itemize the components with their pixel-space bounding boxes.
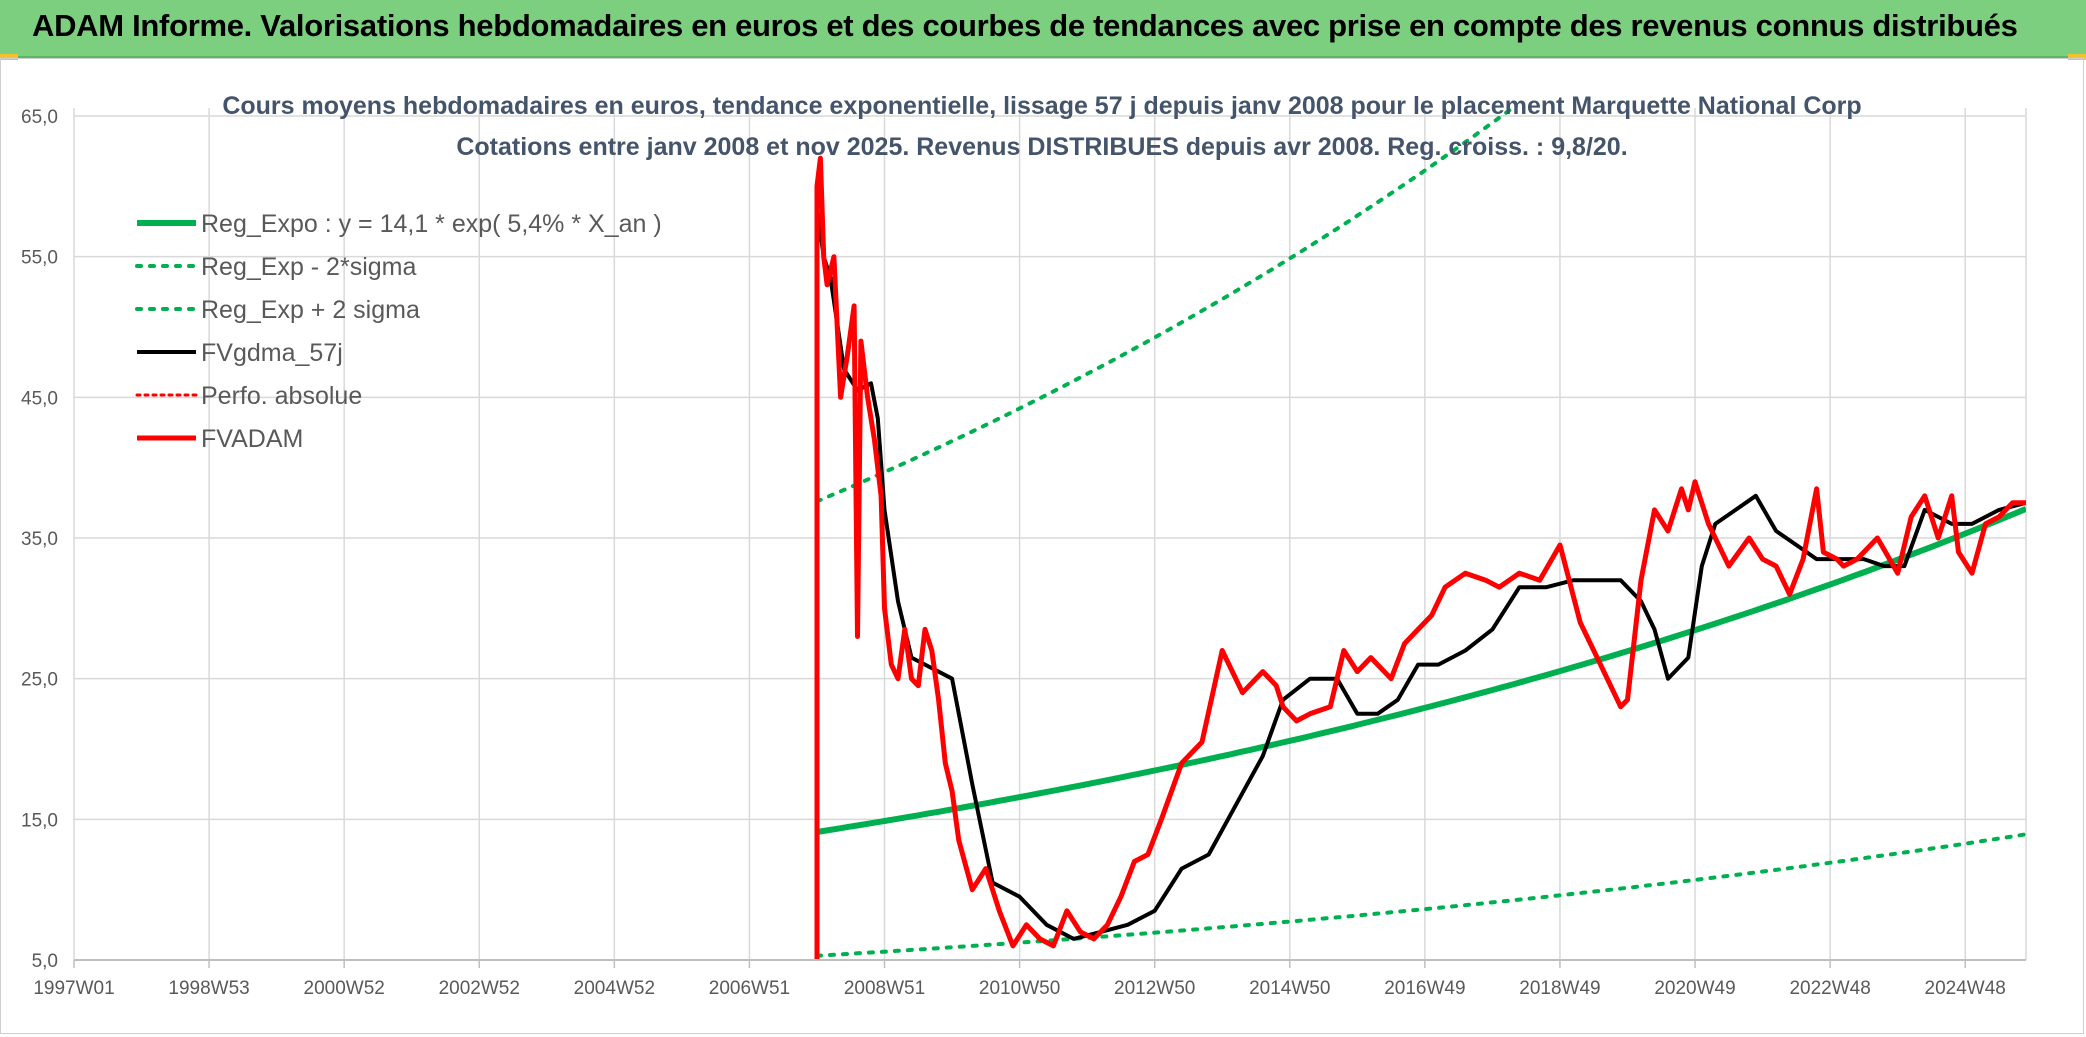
legend-label: Reg_Exp - 2*sigma xyxy=(201,253,416,281)
report-banner: ADAM Informe. Valorisations hebdomadaire… xyxy=(0,0,2086,58)
legend-label: Reg_Exp + 2 sigma xyxy=(201,296,420,324)
series-line-fvgdma-57j xyxy=(815,207,2026,941)
x-tick-label: 2012W50 xyxy=(1114,978,1195,999)
y-tick-label: 25,0 xyxy=(21,670,58,691)
legend-label: FVgdma_57j xyxy=(201,339,343,367)
series-line-fvadam xyxy=(814,155,2026,960)
corner-accent-left xyxy=(0,54,18,60)
x-tick-label: 2022W48 xyxy=(1789,978,1870,999)
x-tick-label: 2024W48 xyxy=(1925,978,2006,999)
y-tick-label: 5,0 xyxy=(32,951,58,972)
x-tick-label: 2000W52 xyxy=(304,978,385,999)
y-tick-label: 15,0 xyxy=(21,810,58,831)
y-tick-label: 65,0 xyxy=(21,107,58,128)
series-line-reg-exp-2-sigma xyxy=(815,106,1519,504)
x-tick-label: 1997W01 xyxy=(33,978,114,999)
x-tick-label: 2002W52 xyxy=(439,978,520,999)
series-layer xyxy=(814,106,2026,960)
chart-legend: Reg_Expo : y = 14,1 * exp( 5,4% * X_an )… xyxy=(135,210,662,453)
x-tick-label: 2006W51 xyxy=(709,978,790,999)
x-tick-label: 2020W49 xyxy=(1654,978,1735,999)
y-tick-label: 35,0 xyxy=(21,529,58,550)
x-tick-label: 2018W49 xyxy=(1519,978,1600,999)
report-title: ADAM Informe. Valorisations hebdomadaire… xyxy=(32,8,2018,43)
legend-label: FVADAM xyxy=(201,425,303,453)
chart-title: Cours moyens hebdomadaires en euros, ten… xyxy=(222,92,1861,120)
legend-label: Reg_Expo : y = 14,1 * exp( 5,4% * X_an ) xyxy=(201,210,662,238)
chart-subtitle: Cotations entre janv 2008 et nov 2025. R… xyxy=(456,133,1627,161)
axes: 5,0 15,0 25,0 35,0 45,0 55,0 65,0 1997W01 1998W5… xyxy=(21,107,2026,999)
x-tick-label: 2008W51 xyxy=(844,978,925,999)
x-tick-label: 2004W52 xyxy=(574,978,655,999)
corner-accent-right xyxy=(2068,54,2086,60)
x-tick-label: 2016W49 xyxy=(1384,978,1465,999)
legend-label: Perfo. absolue xyxy=(201,382,362,410)
grid-lines xyxy=(73,108,2027,961)
series-line-reg-exp-2-sigma xyxy=(815,832,2026,958)
x-tick-label: 1998W53 xyxy=(168,978,249,999)
x-tick-label: 2010W50 xyxy=(979,978,1060,999)
chart-frame xyxy=(0,58,2084,1034)
y-tick-label: 45,0 xyxy=(21,388,58,409)
series-line-reg-expo-y-14-1-exp-5-4-x-an xyxy=(816,506,2026,835)
y-tick-label: 55,0 xyxy=(21,248,58,269)
x-tick-label: 2014W50 xyxy=(1249,978,1330,999)
